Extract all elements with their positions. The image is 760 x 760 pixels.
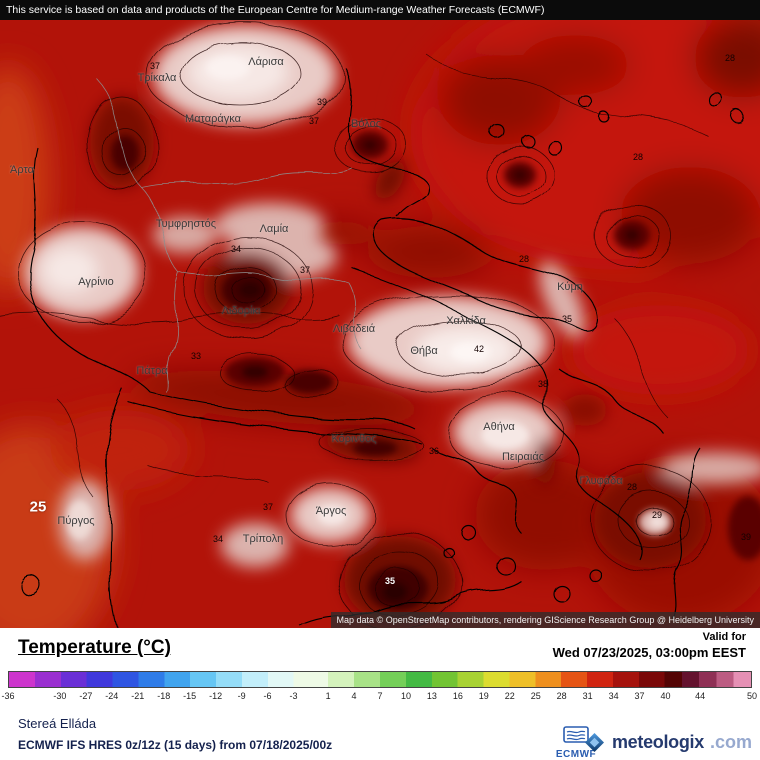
model-run-info: ECMWF IFS HRES 0z/12z (15 days) from 07/… [18,738,333,752]
scale-tick-label: 40 [660,691,671,701]
coastline-lines [19,67,745,627]
scale-tick-label: 22 [504,691,515,701]
ecmwf-logo-label: ECMWF [555,749,597,760]
temperature-scale-ticks: -36 -30 -27 -24 -21 -18 -15 -12 -9 -6 -3 1 4 7 10 13 16 1… [1,691,757,704]
brand-suffix: .com [709,732,752,752]
temperature-color-scale [8,671,752,688]
scale-tick-label: -12 [209,691,223,701]
admin-border-lines [95,77,363,393]
scale-tick-label: -30 [53,691,67,701]
isotherm-contour-lines [0,22,711,628]
meteologix-logo-icon [584,733,604,752]
ecmwf-logo[interactable]: ECMWF [550,726,602,760]
scale-tick-label: -9 [237,691,246,701]
ecmwf-service-notice: This service is based on data and produc… [0,0,760,20]
valid-for-label: Valid for [702,631,746,643]
scale-tick-label: -6 [263,691,272,701]
scale-tick-label: -36 [1,691,15,701]
scale-tick-label: 4 [351,691,357,701]
scale-tick-label: 16 [452,691,463,701]
scale-tick-label: 44 [695,691,706,701]
scale-tick-label: 37 [634,691,645,701]
scale-tick-label: 10 [400,691,411,701]
brand-name: meteologix [611,732,704,752]
scale-tick-label: 25 [530,691,541,701]
scale-tick-label: -21 [131,691,145,701]
temperature-region-layer [24,25,760,624]
scale-tick-label: 34 [608,691,619,701]
meteologix-brand[interactable]: meteologix .com [583,731,752,754]
scale-tick-label: -27 [79,691,93,701]
scale-tick-label: 13 [426,691,437,701]
map-attribution: Map data © OpenStreetMap contributors, r… [330,612,760,628]
scale-tick-label: -3 [289,691,298,701]
region-name: Stereá Elláda [18,716,97,731]
scale-tick-label: 7 [377,691,383,701]
temperature-map-canvas [0,20,760,628]
scale-tick-label: 28 [556,691,567,701]
scale-tick-label: 1 [325,691,331,701]
scale-tick-label: -24 [105,691,119,701]
temperature-map[interactable]: Τρίκαλα Λάρισα Ματαράγκα Βόλος Άρτα Τυμφρηστό… [0,20,760,628]
valid-time: Wed 07/23/2025, 03:00pm EEST [552,645,746,660]
ecmwf-logo-icon [563,726,589,748]
scale-tick-label: -15 [183,691,197,701]
legend-title: Temperature (°C) [18,637,171,658]
scale-tick-label: 50 [746,691,758,701]
scale-tick-label: 19 [478,691,489,701]
scale-tick-label: 31 [582,691,593,701]
scale-tick-label: -18 [157,691,171,701]
